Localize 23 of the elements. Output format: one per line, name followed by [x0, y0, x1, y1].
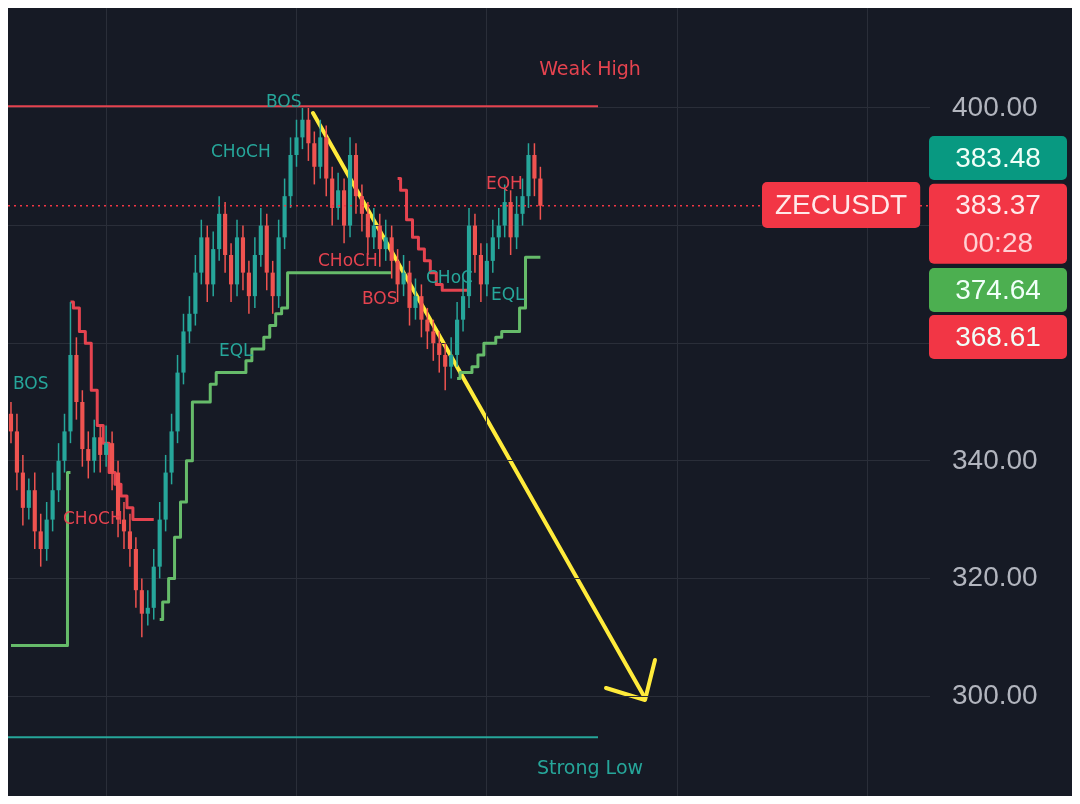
annotation: BOS	[13, 373, 49, 394]
candlestick	[104, 425, 109, 467]
candlestick	[121, 501, 127, 550]
annotation: BOS	[362, 288, 398, 309]
y-tick-label: 400.00	[952, 90, 1038, 122]
annotation: CHoCH	[318, 250, 378, 271]
ref-line-label: Weak High	[539, 57, 641, 80]
annotation: EQH	[486, 173, 523, 194]
candlestick	[443, 343, 448, 391]
text: 383.48	[955, 141, 1041, 173]
text: 368.61	[955, 320, 1041, 352]
annotation: ZECUSDT	[775, 188, 908, 220]
annotation: CHoCH	[211, 141, 271, 162]
y-tick-label: 300.00	[952, 678, 1038, 710]
y-tick-label: 320.00	[952, 561, 1038, 593]
text: 00:28	[962, 226, 1034, 258]
candlestick	[145, 590, 150, 626]
candlestick	[371, 207, 376, 250]
candlestick	[449, 337, 454, 379]
y-tick-label: 340.00	[952, 443, 1038, 475]
ref-line-label: 383.37	[955, 189, 1041, 221]
text: 374.64	[955, 273, 1041, 305]
ref-line-label: Strong Low	[536, 756, 644, 779]
